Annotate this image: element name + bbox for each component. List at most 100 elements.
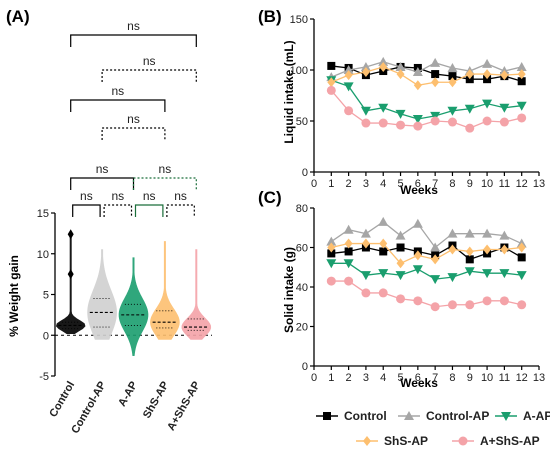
panel-c-point	[517, 300, 527, 310]
panel-b-ylabel: Liquid intake (mL)	[282, 40, 296, 143]
panel-b-point	[430, 116, 440, 126]
panel-b-point	[516, 61, 527, 71]
panel-b-x-tick-label: 3	[363, 178, 369, 190]
panel-b-point	[430, 57, 441, 67]
panel-c-point	[482, 228, 493, 238]
panel-b-point	[379, 61, 388, 72]
panel-c-point	[396, 294, 406, 304]
panel-c-point	[344, 247, 353, 256]
panel-c-x-tick-label: 1	[328, 372, 334, 384]
panel-c-point	[482, 296, 492, 306]
panel-c-point	[343, 224, 354, 234]
panel-a-category-label: A-AP	[116, 380, 140, 409]
panel-c-point	[413, 296, 423, 306]
panel-b-point	[517, 113, 527, 123]
panel-b-x-tick-label: 1	[328, 178, 334, 190]
panel-c-xlabel: Weeks	[400, 376, 438, 390]
panel-a-violin	[181, 249, 212, 340]
panel-b-point	[465, 75, 474, 84]
panel-a-y-tick-label: -5	[39, 371, 49, 383]
panel-c-point	[464, 228, 475, 238]
panel-b-x-tick-label: 0	[311, 178, 317, 190]
panel-c-series-line	[331, 262, 522, 280]
panel-b-x-tick-label: 4	[380, 178, 386, 190]
panel-b-x-tick-label: 12	[516, 178, 528, 190]
panel-c-point	[326, 276, 336, 286]
panel-c-x-tick-label: 4	[380, 372, 386, 384]
panel-c-point	[430, 302, 440, 312]
legend-marker	[501, 412, 511, 421]
panel-b-point	[395, 109, 406, 119]
panel-b-y-tick-label: 50	[296, 116, 308, 128]
panel-b-point	[499, 103, 510, 113]
panel-a-bracket	[132, 177, 197, 190]
panel-b-point	[431, 70, 440, 79]
panel-b-point	[465, 69, 474, 80]
panel-b-point	[448, 72, 457, 81]
panel-b-point	[413, 121, 423, 131]
panel-c-x-tick-label: 9	[467, 372, 473, 384]
panel-b-point	[447, 117, 457, 127]
panel-c-point	[499, 296, 509, 306]
panel-c-y-tick-label: 40	[296, 282, 308, 294]
panel-b-x-tick-label: 2	[346, 178, 352, 190]
panel-c-point	[499, 269, 510, 279]
panel-c-y-tick-label: 0	[302, 361, 308, 373]
panel-a-sig-label: ns	[80, 189, 93, 203]
panel-c-x-tick-label: 8	[449, 372, 455, 384]
panel-c-point	[344, 276, 354, 286]
panel-c-x-tick-label: 10	[481, 372, 493, 384]
panel-a-category-label: ShS-AP	[141, 380, 172, 421]
panel-b-point	[344, 106, 354, 116]
panel-c-x-tick-label: 2	[346, 372, 352, 384]
panel-a-violin	[150, 241, 180, 340]
legend-marker	[458, 436, 468, 446]
panel-b-point	[430, 111, 441, 121]
legend-label: ShS-AP	[384, 434, 428, 448]
panel-c-x-tick-label: 11	[499, 372, 510, 384]
panel-b-xlabel: Weeks	[400, 183, 438, 197]
panel-c-point	[465, 255, 474, 264]
panel-b-point	[396, 120, 406, 130]
panel-b-x-tick-label: 11	[499, 178, 510, 190]
panel-b-point	[483, 75, 492, 84]
panel-a-label: (A)	[6, 7, 30, 26]
panel-c-point	[483, 244, 492, 255]
panel-c-x-tick-label: 6	[415, 372, 421, 384]
panel-b-point	[482, 99, 493, 109]
panel-b-x-tick-label: 7	[432, 178, 438, 190]
panel-b-point	[482, 58, 493, 68]
panel-c-point	[378, 288, 388, 298]
panel-c-point	[326, 259, 337, 269]
panel-b-point	[500, 70, 509, 81]
panel-a-sig-label: ns	[143, 189, 156, 203]
panel-b-point	[412, 114, 423, 124]
panel-c-point	[413, 250, 422, 261]
panel-b-point	[344, 70, 353, 81]
panel-a-violin	[55, 233, 86, 335]
panel-a-violin	[118, 257, 149, 357]
panel-a-category-label: A+ShS-AP	[165, 380, 203, 433]
panel-c-x-tick-label: 0	[311, 372, 317, 384]
panel-b-point	[517, 69, 526, 80]
panel-c-point	[448, 244, 457, 255]
panel-b-y-tick-label: 100	[290, 65, 308, 77]
panel-a-sig-label: ns	[127, 112, 140, 126]
legend-label: Control-AP	[426, 409, 489, 423]
panel-a-bracket	[101, 127, 166, 140]
panel-b-point	[327, 61, 336, 70]
panel-a-sig-label: ns	[143, 54, 156, 68]
panel-b-point	[447, 62, 458, 72]
panel-b-x-tick-label: 10	[481, 178, 493, 190]
panel-c-y-tick-label: 20	[296, 322, 308, 334]
panel-b-point	[465, 123, 475, 133]
panel-b-point	[360, 106, 371, 116]
panel-b-point	[326, 85, 336, 95]
panel-b-x-tick-label: 13	[533, 178, 545, 190]
panel-c-point	[517, 242, 526, 253]
panel-c-point	[447, 273, 458, 283]
